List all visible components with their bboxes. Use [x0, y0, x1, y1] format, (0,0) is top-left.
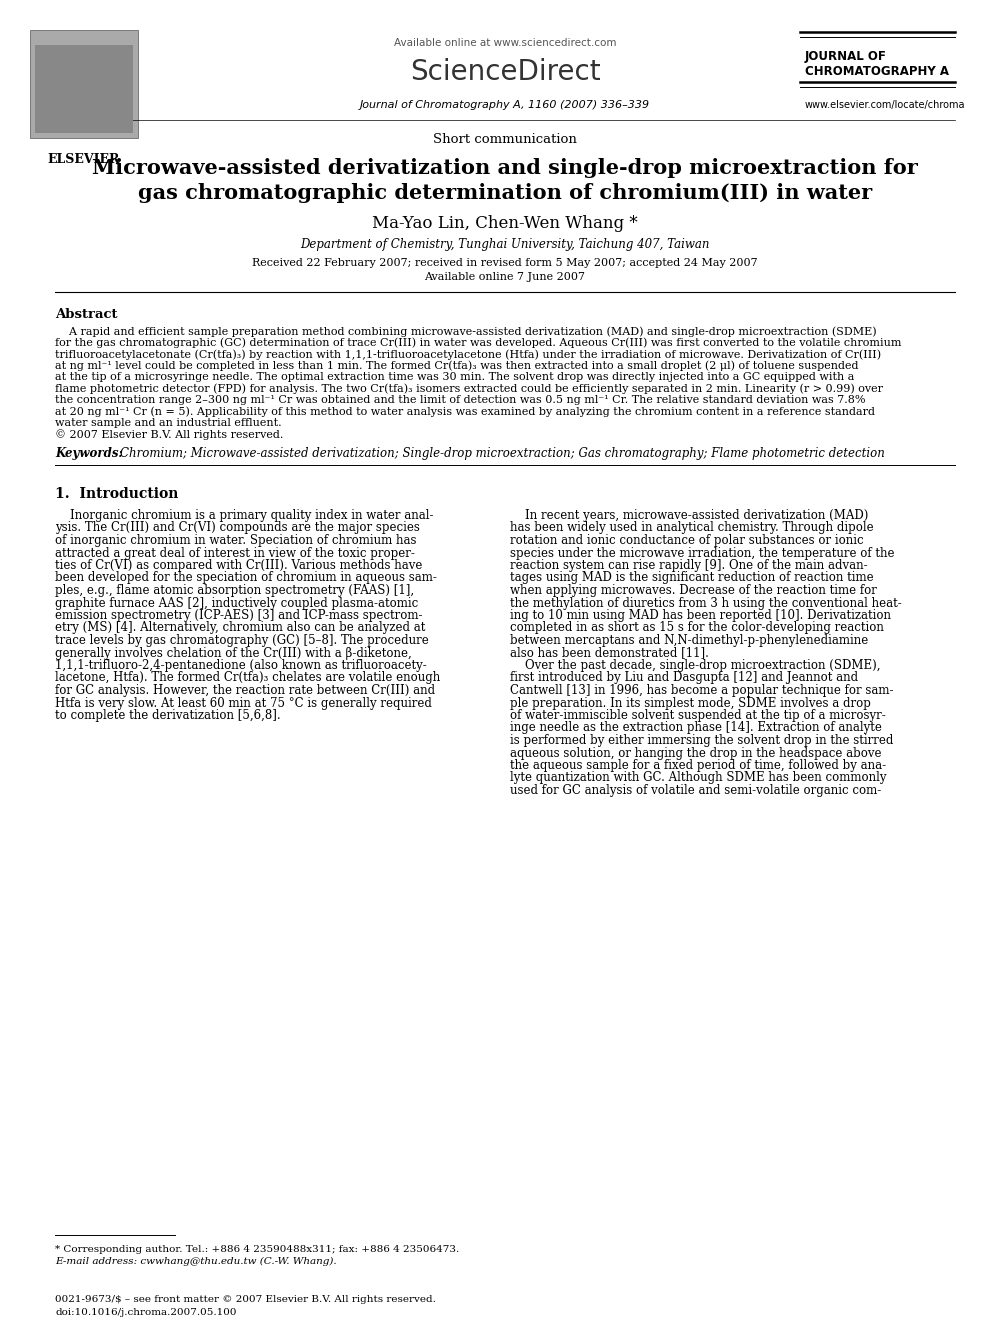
Text: Over the past decade, single-drop microextraction (SDME),: Over the past decade, single-drop microe… [510, 659, 881, 672]
Text: rotation and ionic conductance of polar substances or ionic: rotation and ionic conductance of polar … [510, 534, 864, 546]
Text: ScienceDirect: ScienceDirect [410, 58, 600, 86]
Text: etry (MS) [4]. Alternatively, chromium also can be analyzed at: etry (MS) [4]. Alternatively, chromium a… [55, 622, 426, 635]
Text: www.elsevier.com/locate/chroma: www.elsevier.com/locate/chroma [805, 101, 965, 110]
Text: when applying microwaves. Decrease of the reaction time for: when applying microwaves. Decrease of th… [510, 583, 877, 597]
Bar [30, 30, 138, 138]
Text: between mercaptans and N,N-dimethyl-p-phenylenediamine: between mercaptans and N,N-dimethyl-p-ph… [510, 634, 868, 647]
Text: gas chromatographic determination of chromium(III) in water: gas chromatographic determination of chr… [138, 183, 872, 202]
Text: generally involves chelation of the Cr(III) with a β-diketone,: generally involves chelation of the Cr(I… [55, 647, 412, 659]
Text: at the tip of a microsyringe needle. The optimal extraction time was 30 min. The: at the tip of a microsyringe needle. The… [55, 372, 854, 382]
Text: ple preparation. In its simplest mode, SDME involves a drop: ple preparation. In its simplest mode, S… [510, 696, 871, 709]
Text: at ng ml⁻¹ level could be completed in less than 1 min. The formed Cr(tfa)₃ was : at ng ml⁻¹ level could be completed in l… [55, 360, 858, 370]
Text: Keywords:: Keywords: [55, 447, 123, 460]
Text: inge needle as the extraction phase [14]. Extraction of analyte: inge needle as the extraction phase [14]… [510, 721, 882, 734]
Text: trifluoroacetylacetonate (Cr(tfa)₃) by reaction with 1,1,1-trifluoroacetylaceton: trifluoroacetylacetonate (Cr(tfa)₃) by r… [55, 349, 881, 360]
Text: 0021-9673/$ – see front matter © 2007 Elsevier B.V. All rights reserved.: 0021-9673/$ – see front matter © 2007 El… [55, 1295, 435, 1304]
Text: attracted a great deal of interest in view of the toxic proper-: attracted a great deal of interest in vi… [55, 546, 415, 560]
Bar [35, 45, 133, 134]
Text: © 2007 Elsevier B.V. All rights reserved.: © 2007 Elsevier B.V. All rights reserved… [55, 430, 284, 441]
Text: completed in as short as 15 s for the color-developing reaction: completed in as short as 15 s for the co… [510, 622, 884, 635]
Text: 1,1,1-trifluoro-2,4-pentanedione (also known as trifluoroacety-: 1,1,1-trifluoro-2,4-pentanedione (also k… [55, 659, 427, 672]
Text: ysis. The Cr(III) and Cr(VI) compounds are the major species: ysis. The Cr(III) and Cr(VI) compounds a… [55, 521, 420, 534]
Text: Available online 7 June 2007: Available online 7 June 2007 [425, 273, 585, 282]
Text: lyte quantization with GC. Although SDME has been commonly: lyte quantization with GC. Although SDME… [510, 771, 887, 785]
Text: 1.  Introduction: 1. Introduction [55, 487, 179, 501]
Text: species under the microwave irradiation, the temperature of the: species under the microwave irradiation,… [510, 546, 895, 560]
Text: of inorganic chromium in water. Speciation of chromium has: of inorganic chromium in water. Speciati… [55, 534, 417, 546]
Text: graphite furnace AAS [2], inductively coupled plasma-atomic: graphite furnace AAS [2], inductively co… [55, 597, 419, 610]
Text: has been widely used in analytical chemistry. Through dipole: has been widely used in analytical chemi… [510, 521, 874, 534]
Text: first introduced by Liu and Dasgupta [12] and Jeannot and: first introduced by Liu and Dasgupta [12… [510, 672, 858, 684]
Text: doi:10.1016/j.chroma.2007.05.100: doi:10.1016/j.chroma.2007.05.100 [55, 1308, 236, 1316]
Text: Inorganic chromium is a primary quality index in water anal-: Inorganic chromium is a primary quality … [55, 509, 434, 523]
Text: Received 22 February 2007; received in revised form 5 May 2007; accepted 24 May : Received 22 February 2007; received in r… [252, 258, 758, 269]
Text: ties of Cr(VI) as compared with Cr(III). Various methods have: ties of Cr(VI) as compared with Cr(III).… [55, 560, 423, 572]
Text: CHROMATOGRAPHY A: CHROMATOGRAPHY A [805, 65, 949, 78]
Text: also has been demonstrated [11].: also has been demonstrated [11]. [510, 647, 709, 659]
Text: ples, e.g., flame atomic absorption spectrometry (FAAS) [1],: ples, e.g., flame atomic absorption spec… [55, 583, 414, 597]
Text: reaction system can rise rapidly [9]. One of the main advan-: reaction system can rise rapidly [9]. On… [510, 560, 868, 572]
Text: is performed by either immersing the solvent drop in the stirred: is performed by either immersing the sol… [510, 734, 894, 747]
Text: for the gas chromatographic (GC) determination of trace Cr(III) in water was dev: for the gas chromatographic (GC) determi… [55, 337, 902, 348]
Text: tages using MAD is the significant reduction of reaction time: tages using MAD is the significant reduc… [510, 572, 874, 585]
Text: Cantwell [13] in 1996, has become a popular technique for sam-: Cantwell [13] in 1996, has become a popu… [510, 684, 894, 697]
Text: water sample and an industrial effluent.: water sample and an industrial effluent. [55, 418, 282, 429]
Text: Journal of Chromatography A, 1160 (2007) 336–339: Journal of Chromatography A, 1160 (2007)… [360, 101, 650, 110]
Text: the concentration range 2–300 ng ml⁻¹ Cr was obtained and the limit of detection: the concentration range 2–300 ng ml⁻¹ Cr… [55, 396, 865, 405]
Text: been developed for the speciation of chromium in aqueous sam-: been developed for the speciation of chr… [55, 572, 436, 585]
Text: of water-immiscible solvent suspended at the tip of a microsyr-: of water-immiscible solvent suspended at… [510, 709, 886, 722]
Text: ing to 10 min using MAD has been reported [10]. Derivatization: ing to 10 min using MAD has been reporte… [510, 609, 891, 622]
Text: E-mail address: cwwhang@thu.edu.tw (C.-W. Whang).: E-mail address: cwwhang@thu.edu.tw (C.-W… [55, 1257, 336, 1266]
Text: Htfa is very slow. At least 60 min at 75 °C is generally required: Htfa is very slow. At least 60 min at 75… [55, 696, 432, 709]
Text: * Corresponding author. Tel.: +886 4 23590488x311; fax: +886 4 23506473.: * Corresponding author. Tel.: +886 4 235… [55, 1245, 459, 1254]
Text: aqueous solution, or hanging the drop in the headspace above: aqueous solution, or hanging the drop in… [510, 746, 882, 759]
Text: In recent years, microwave-assisted derivatization (MAD): In recent years, microwave-assisted deri… [510, 509, 868, 523]
Text: lacetone, Htfa). The formed Cr(tfa)₃ chelates are volatile enough: lacetone, Htfa). The formed Cr(tfa)₃ che… [55, 672, 440, 684]
Text: Microwave-assisted derivatization and single-drop microextraction for: Microwave-assisted derivatization and si… [92, 157, 918, 179]
Text: the methylation of diuretics from 3 h using the conventional heat-: the methylation of diuretics from 3 h us… [510, 597, 902, 610]
Text: JOURNAL OF: JOURNAL OF [805, 50, 887, 64]
Text: for GC analysis. However, the reaction rate between Cr(III) and: for GC analysis. However, the reaction r… [55, 684, 435, 697]
Text: Department of Chemistry, Tunghai University, Taichung 407, Taiwan: Department of Chemistry, Tunghai Univers… [301, 238, 709, 251]
Text: Abstract: Abstract [55, 308, 117, 321]
Text: the aqueous sample for a fixed period of time, followed by ana-: the aqueous sample for a fixed period of… [510, 759, 886, 773]
Text: Ma-Yao Lin, Chen-Wen Whang *: Ma-Yao Lin, Chen-Wen Whang * [372, 216, 638, 232]
Text: emission spectrometry (ICP-AES) [3] and ICP-mass spectrom-: emission spectrometry (ICP-AES) [3] and … [55, 609, 423, 622]
Text: used for GC analysis of volatile and semi-volatile organic com-: used for GC analysis of volatile and sem… [510, 785, 881, 796]
Text: trace levels by gas chromatography (GC) [5–8]. The procedure: trace levels by gas chromatography (GC) … [55, 634, 429, 647]
Text: ELSEVIER: ELSEVIER [48, 153, 120, 165]
Text: Short communication: Short communication [434, 134, 577, 146]
Text: A rapid and efficient sample preparation method combining microwave-assisted der: A rapid and efficient sample preparation… [55, 325, 877, 336]
Text: Chromium; Microwave-assisted derivatization; Single-drop microextraction; Gas ch: Chromium; Microwave-assisted derivatizat… [120, 447, 885, 460]
Text: to complete the derivatization [5,6,8].: to complete the derivatization [5,6,8]. [55, 709, 281, 722]
Text: Available online at www.sciencedirect.com: Available online at www.sciencedirect.co… [394, 38, 616, 48]
Text: at 20 ng ml⁻¹ Cr (n = 5). Applicability of this method to water analysis was exa: at 20 ng ml⁻¹ Cr (n = 5). Applicability … [55, 406, 875, 417]
Text: flame photometric detector (FPD) for analysis. The two Cr(tfa)₃ isomers extracte: flame photometric detector (FPD) for ana… [55, 384, 883, 394]
